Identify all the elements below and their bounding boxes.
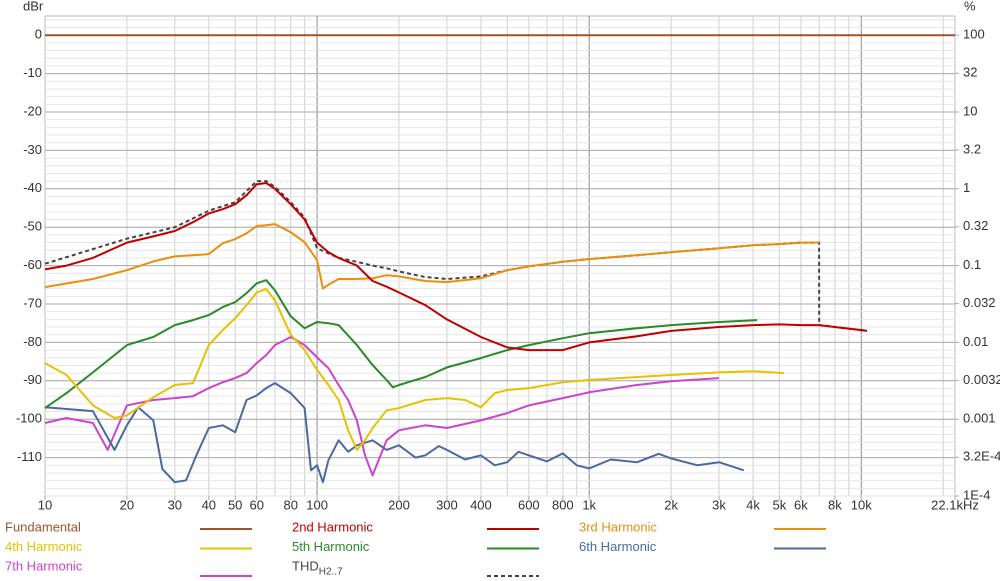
legend-label: 2nd Harmonic — [292, 519, 373, 534]
y-tick-label: -20 — [23, 103, 42, 118]
y2-tick-label: 3.2E-4 — [963, 449, 1000, 464]
x-tick-label: 6k — [794, 497, 808, 512]
x-tick-label: 2k — [664, 497, 678, 512]
y-tick-label: -40 — [23, 180, 42, 195]
x-tick-label: 200 — [388, 497, 410, 512]
y2-tick-label: 0.1 — [963, 257, 981, 272]
y2-tick-label: 32 — [963, 65, 977, 80]
x-tick-label: 400 — [470, 497, 492, 512]
series-line — [44, 288, 785, 451]
y2-tick-label: 1E-4 — [963, 487, 990, 502]
legend-label: 7th Harmonic — [5, 558, 83, 573]
x-tick-label: 40 — [202, 497, 216, 512]
y-tick-label: -30 — [23, 142, 42, 157]
y2-tick-label: 100 — [963, 27, 985, 42]
y-tick-label: 0 — [35, 27, 42, 42]
y2-tick-label: 1 — [963, 180, 970, 195]
x-tick-label: 3k — [712, 497, 726, 512]
x-tick-label: 10 — [38, 497, 52, 512]
x-tick-label: 50 — [228, 497, 242, 512]
x-tick-label: 4k — [746, 497, 760, 512]
series-line — [44, 336, 720, 477]
y-tick-label: -80 — [23, 334, 42, 349]
x-tick-label: 10k — [851, 497, 872, 512]
x-tick-label: 30 — [168, 497, 182, 512]
x-tick-label: 60 — [249, 497, 263, 512]
x-tick-label: 5k — [773, 497, 787, 512]
y-tick-label: -10 — [23, 65, 42, 80]
y2-tick-label: 10 — [963, 103, 977, 118]
legend-label: THD — [292, 558, 319, 573]
y-tick-label: -90 — [23, 372, 42, 387]
x-tick-label: 100 — [306, 497, 328, 512]
y-tick-label: -50 — [23, 219, 42, 234]
legend-label: 5th Harmonic — [292, 539, 370, 554]
x-tick-label: 80 — [283, 497, 297, 512]
y-tick-label: -100 — [16, 411, 42, 426]
legend-label: 4th Harmonic — [5, 539, 83, 554]
legend-label: 3rd Harmonic — [579, 519, 658, 534]
y2-tick-label: 0.001 — [963, 411, 996, 426]
series-line — [44, 382, 745, 484]
y-tick-label: -70 — [23, 295, 42, 310]
y2-tick-label: 0.0032 — [963, 372, 1000, 387]
x-tick-label: 20 — [120, 497, 134, 512]
series-line — [44, 279, 758, 409]
y2-tick-label: 0.01 — [963, 334, 988, 349]
legend-label: 6th Harmonic — [579, 539, 657, 554]
legend-label-subscript: H2..7 — [319, 567, 343, 578]
y2-axis-label: % — [964, 0, 976, 13]
series-line — [44, 223, 820, 290]
series-line — [44, 182, 868, 352]
y2-tick-label: 0.032 — [963, 295, 996, 310]
y2-tick-label: 3.2 — [963, 141, 981, 156]
y-axis-label: dBr — [23, 0, 44, 13]
y-tick-label: -60 — [23, 257, 42, 272]
x-tick-label: 600 — [518, 497, 540, 512]
x-tick-label: 300 — [436, 497, 458, 512]
legend-label: Fundamental — [5, 519, 81, 534]
y2-tick-label: 0.32 — [963, 218, 988, 233]
x-tick-label: 1k — [582, 497, 596, 512]
x-tick-label: 8k — [828, 497, 842, 512]
x-tick-label: 22.1kHz — [931, 497, 979, 512]
x-tick-label: 800 — [552, 497, 574, 512]
y-tick-label: -110 — [17, 449, 42, 464]
